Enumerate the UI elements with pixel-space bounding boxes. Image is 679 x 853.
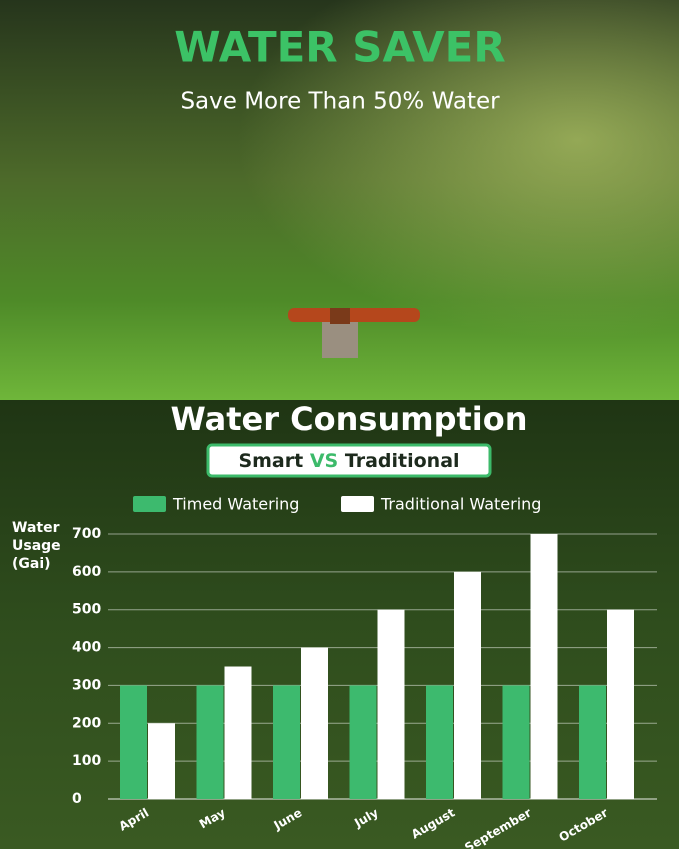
subtitle: Save More Than 50% Water xyxy=(180,89,500,115)
sprinkler xyxy=(288,308,420,358)
y-tick-label: 300 xyxy=(72,677,101,693)
bar xyxy=(301,647,328,799)
badge-smart: Smart xyxy=(238,450,303,472)
y-axis-label: (Gai) xyxy=(12,556,51,572)
legend-label: Traditional Watering xyxy=(380,495,541,514)
bar xyxy=(224,666,252,799)
y-tick-label: 600 xyxy=(72,564,101,580)
legend-swatch xyxy=(341,496,374,512)
bar xyxy=(607,609,634,799)
y-axis-label: Usage xyxy=(12,538,61,554)
bar xyxy=(530,534,558,799)
section-title: Water Consumption xyxy=(170,400,527,438)
badge-vs: VS xyxy=(310,450,338,472)
legend-label: Timed Watering xyxy=(172,495,299,514)
y-tick-label: 200 xyxy=(72,715,101,731)
bar xyxy=(454,571,481,799)
legend-swatch xyxy=(133,496,166,512)
badge-text: Smart VS Traditional xyxy=(238,450,459,472)
bar xyxy=(377,609,405,799)
badge xyxy=(206,443,492,478)
bar xyxy=(349,685,377,799)
y-tick-label: 0 xyxy=(72,791,82,807)
bar xyxy=(148,723,175,799)
badge-traditional: Traditional xyxy=(345,450,460,472)
bar xyxy=(273,685,300,799)
title: WATER SAVER xyxy=(174,23,505,72)
bar xyxy=(426,685,453,799)
y-tick-label: 500 xyxy=(72,602,101,618)
y-tick-label: 700 xyxy=(72,526,101,542)
y-axis-label: Water xyxy=(12,520,60,536)
bar xyxy=(120,685,147,799)
bar xyxy=(579,685,606,799)
bar xyxy=(196,685,224,799)
y-tick-label: 100 xyxy=(72,753,101,769)
bar xyxy=(502,685,530,799)
y-tick-label: 400 xyxy=(72,640,101,656)
